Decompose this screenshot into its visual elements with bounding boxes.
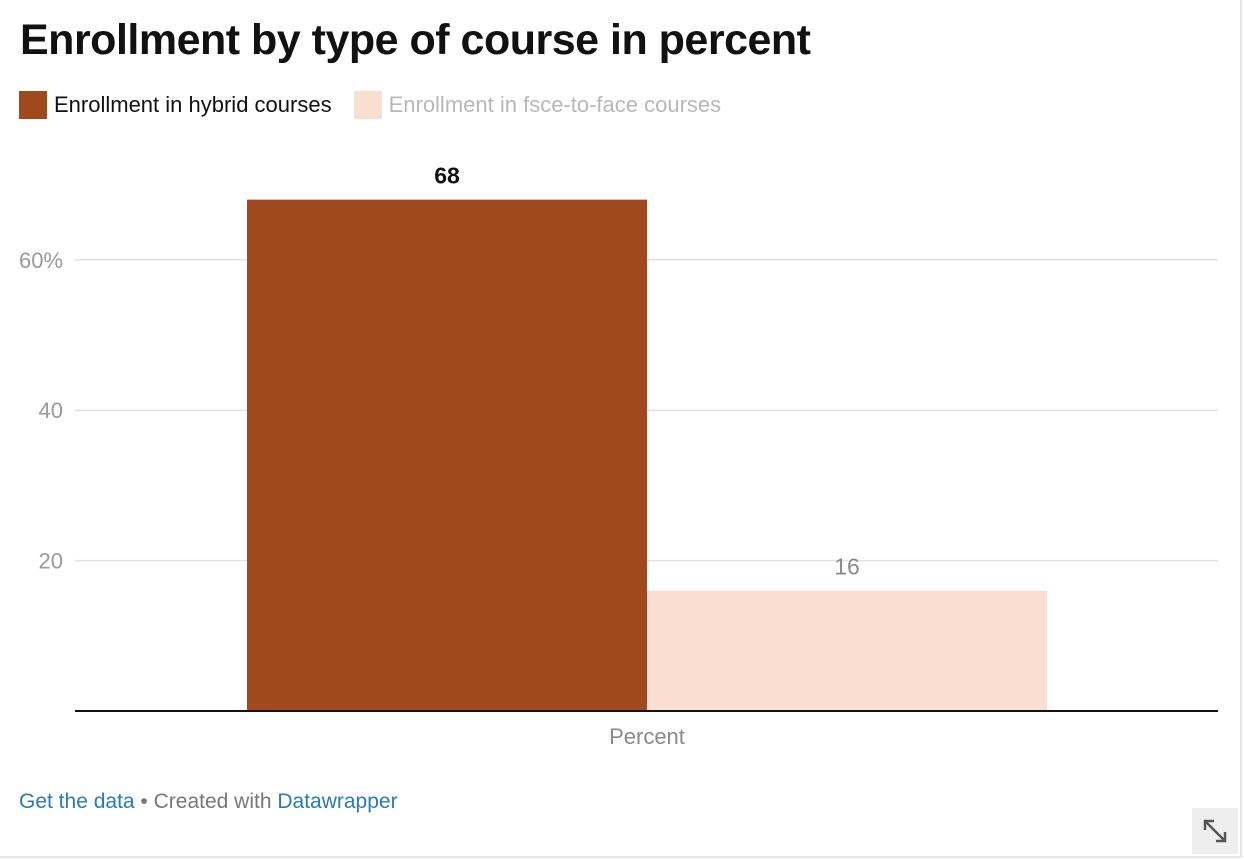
bar-chart: 20 40 60% 68 16 Percent [19, 163, 1218, 749]
value-label: 68 [434, 163, 460, 189]
legend-label-face-to-face: Enrollment in fsce-to-face courses [388, 92, 722, 117]
chart-title: Enrollment by type of course in percent [20, 16, 811, 64]
legend: Enrollment in hybrid courses Enrollment … [19, 91, 743, 119]
legend-swatch-hybrid [19, 91, 47, 119]
get-the-data-link[interactable]: Get the data [19, 790, 135, 813]
expand-arrows-icon [1203, 819, 1227, 843]
y-tick-label: 20 [39, 549, 63, 574]
legend-swatch-face-to-face [353, 91, 382, 119]
bar-0 [247, 199, 647, 711]
legend-item-hybrid[interactable]: Enrollment in hybrid courses [19, 91, 332, 119]
x-category-label: Percent [609, 724, 685, 749]
legend-label-hybrid: Enrollment in hybrid courses [54, 92, 332, 117]
bar-1 [647, 590, 1047, 711]
y-tick-label: 60% [19, 248, 63, 273]
y-tick-label: 40 [39, 398, 63, 423]
datawrapper-link[interactable]: Datawrapper [277, 790, 398, 813]
resize-button[interactable] [1192, 808, 1238, 854]
footer: Get the data • Created with Datawrapper [19, 790, 398, 814]
footer-credit-text: • Created with [134, 790, 278, 813]
value-label: 16 [834, 554, 860, 580]
legend-item-face-to-face[interactable]: Enrollment in fsce-to-face courses [353, 91, 722, 119]
